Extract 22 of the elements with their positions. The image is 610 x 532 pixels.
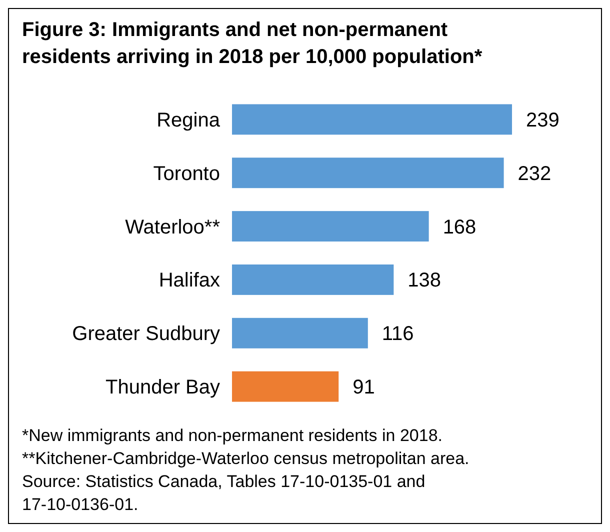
bar xyxy=(232,371,339,402)
text: **Kitchener-Cambridge-Waterloo census metropolitan area. xyxy=(22,449,470,468)
data-label: 232 xyxy=(518,162,552,185)
source-note: Source: Statistics Canada, Tables 17-10-0135-01 and 17-10-0136-01. xyxy=(22,472,426,514)
bar xyxy=(232,211,429,242)
y-tick-label: Regina xyxy=(156,109,221,132)
y-tick-label: Thunder Bay xyxy=(105,376,220,399)
data-label: 91 xyxy=(352,376,375,399)
bar xyxy=(232,264,394,295)
text: *New immigrants and non-permanent residents in 2018. xyxy=(22,426,443,445)
data-label: 168 xyxy=(442,216,476,238)
y-tick-label: Toronto xyxy=(153,162,220,185)
data-label: 239 xyxy=(526,109,560,132)
y-tick-label: Waterloo** xyxy=(125,216,220,238)
data-label: 116 xyxy=(382,323,414,346)
chart-title: Figure 3: Immigrants and net non-permanent residents arriving in 2018 per 10,000 population* xyxy=(22,19,482,68)
bar xyxy=(232,318,368,348)
y-tick-label: Halifax xyxy=(158,270,220,292)
bar xyxy=(232,104,512,135)
data-label: 138 xyxy=(408,270,442,292)
bar xyxy=(232,158,504,188)
y-tick-label: Greater Sudbury xyxy=(72,323,220,346)
